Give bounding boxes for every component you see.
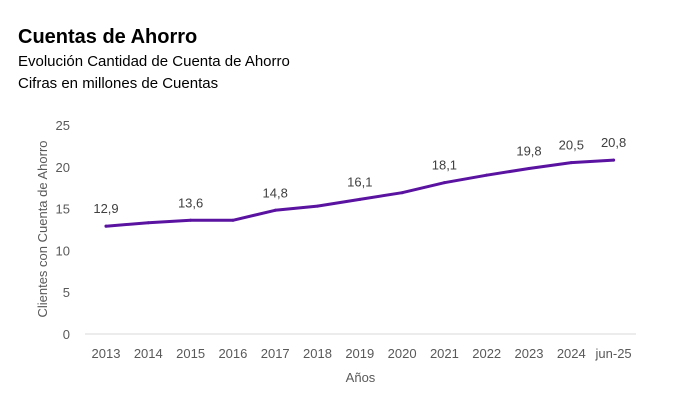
data-point — [400, 191, 404, 195]
data-point — [612, 158, 616, 162]
y-tick-label: 25 — [56, 118, 70, 133]
data-label: 12,9 — [93, 201, 118, 216]
x-tick-label: 2013 — [92, 346, 121, 361]
data-point — [527, 166, 531, 170]
x-tick-label: 2016 — [218, 346, 247, 361]
x-tick-label: 2023 — [515, 346, 544, 361]
data-label: 16,1 — [347, 174, 372, 189]
x-tick-label: jun-25 — [595, 346, 632, 361]
x-tick-label: 2014 — [134, 346, 163, 361]
data-point — [569, 161, 573, 165]
data-point — [146, 221, 150, 225]
x-tick-label: 2019 — [345, 346, 374, 361]
data-point — [358, 197, 362, 201]
y-tick-label: 5 — [63, 285, 70, 300]
x-tick-label: 2024 — [557, 346, 586, 361]
y-axis-title: Clientes con Cuenta de Ahorro — [35, 140, 50, 317]
data-label: 14,8 — [263, 185, 288, 200]
data-point — [442, 181, 446, 185]
y-tick-label: 0 — [63, 327, 70, 342]
data-point — [316, 204, 319, 208]
data-point — [189, 218, 193, 222]
x-tick-label: 2015 — [176, 346, 205, 361]
x-tick-label: 2017 — [261, 346, 290, 361]
x-tick-label: 2022 — [472, 346, 501, 361]
data-label: 13,6 — [178, 195, 203, 210]
y-tick-label: 20 — [56, 160, 70, 175]
data-label: 18,1 — [432, 158, 457, 173]
data-label: 20,8 — [601, 135, 626, 150]
chart-subtitle-units: Cifras en millones de Cuentas — [18, 75, 219, 92]
data-point — [231, 218, 235, 222]
chart-subtitle: Evolución Cantidad de Cuenta de Ahorro — [18, 53, 290, 70]
data-point — [485, 173, 489, 177]
y-tick-label: 10 — [56, 243, 70, 258]
data-label: 20,5 — [559, 138, 584, 153]
y-tick-label: 15 — [56, 202, 70, 217]
x-tick-label: 2021 — [430, 346, 459, 361]
data-point — [273, 208, 277, 212]
x-tick-label: 2018 — [303, 346, 332, 361]
data-point — [104, 224, 108, 228]
x-axis-title: Años — [346, 370, 376, 385]
chart-title: Cuentas de Ahorro — [18, 26, 198, 48]
series-line — [104, 158, 616, 228]
data-label: 19,8 — [516, 143, 541, 158]
x-tick-label: 2020 — [388, 346, 417, 361]
